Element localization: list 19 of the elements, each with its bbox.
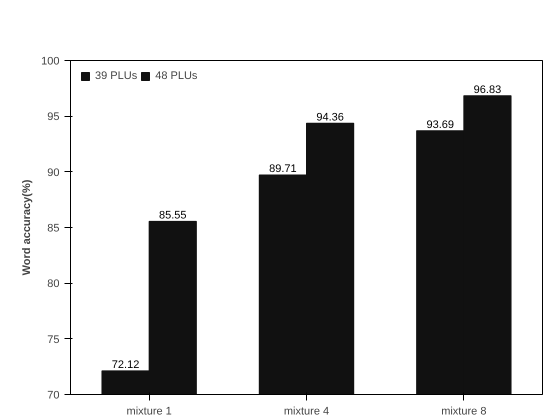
y-tick-label: 95 [47,111,60,124]
y-tick-label: 100 [41,56,60,68]
x-tick-label: mixture 1 [126,406,172,418]
x-tick-label: mixture 4 [284,406,330,418]
y-tick-label: 80 [47,278,60,290]
legend-label: 48 PLUs [155,70,198,82]
data-label: 72.12 [112,358,140,371]
data-label: 94.36 [316,111,344,124]
y-tick-label: 70 [47,390,60,402]
y-tick-label: 85 [47,222,60,234]
y-tick-label: 75 [47,334,60,346]
legend-label: 39 PLUs [95,70,138,82]
y-axis-title: Word accuracy(%) [21,179,34,276]
data-label: 96.83 [474,84,502,96]
data-label: 89.71 [269,163,297,176]
data-label: 85.55 [159,209,187,222]
x-tick-label: mixture 8 [441,406,486,418]
y-tick-label: 90 [47,166,60,179]
data-label: 93.69 [426,118,454,131]
